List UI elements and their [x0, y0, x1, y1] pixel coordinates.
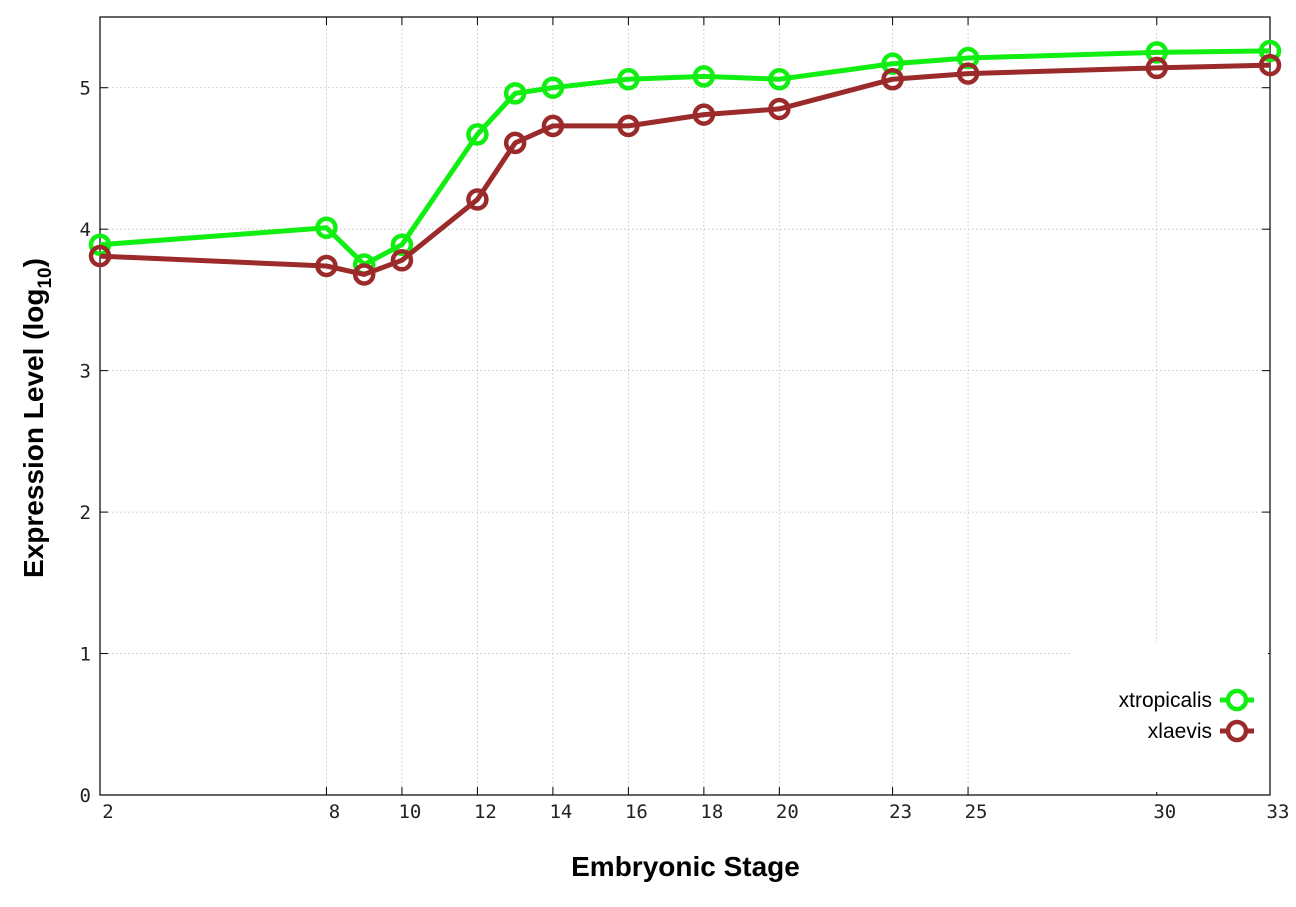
legend-marker: [1225, 719, 1249, 743]
x-tick-label: 18: [700, 801, 723, 823]
y-tick-label: 5: [80, 78, 91, 100]
x-tick-label: 14: [549, 801, 572, 823]
data-point: [768, 67, 791, 91]
y-axis-title-main: Expression Level (log: [18, 289, 49, 578]
x-tick-label: 23: [889, 801, 912, 823]
y-axis-title: Expression Level (log10): [18, 258, 56, 578]
x-tick-label: 12: [474, 801, 497, 823]
data-point: [315, 254, 338, 278]
data-point: [390, 233, 414, 256]
grid: [100, 17, 1270, 795]
x-tick-label: 8: [329, 801, 340, 823]
data-point: [692, 65, 716, 88]
data-point: [617, 114, 640, 138]
data-point: [503, 131, 527, 155]
data-point: [956, 62, 980, 85]
data-point: [466, 188, 489, 211]
x-tick-label: 30: [1153, 801, 1176, 823]
data-point: [617, 67, 640, 91]
y-tick-label: 0: [80, 785, 91, 807]
y-tick-label: 2: [80, 502, 91, 524]
x-tick-label: 33: [1267, 801, 1290, 823]
data-point: [315, 216, 338, 240]
series-layer: [88, 39, 1282, 286]
data-point: [390, 249, 414, 272]
y-tick-label: 4: [80, 219, 91, 241]
data-point: [503, 82, 527, 105]
series-line: [99, 48, 1271, 267]
data-point: [1145, 56, 1169, 80]
y-tick-label: 3: [80, 361, 91, 383]
data-point: [956, 46, 980, 70]
data-point: [541, 76, 565, 99]
data-point: [881, 67, 904, 91]
series-xlaevis: [88, 53, 1282, 286]
legend-background: [1072, 642, 1268, 792]
x-tick-label: 2: [102, 801, 113, 823]
x-tick-label: 20: [776, 801, 799, 823]
data-point: [352, 263, 376, 286]
data-point: [88, 244, 112, 268]
series-xtropicalis: [88, 39, 1282, 276]
data-point: [1258, 53, 1282, 77]
data-point: [88, 233, 112, 256]
legend-label: xtropicalis: [1119, 689, 1212, 712]
legend-marker: [1225, 688, 1249, 712]
legend: xtropicalis xlaevis: [1119, 688, 1254, 743]
data-point: [1145, 41, 1169, 64]
x-tick-label: 16: [625, 801, 648, 823]
series-line: [99, 62, 1271, 277]
x-axis-title: Embryonic Stage: [571, 851, 800, 882]
plot-frame: [99, 16, 1271, 796]
data-point: [692, 103, 716, 126]
legend-label: xlaevis: [1148, 720, 1212, 743]
x-tick-label: 25: [965, 801, 988, 823]
data-point: [768, 97, 791, 121]
y-axis-title-close: ): [18, 258, 49, 267]
data-point: [881, 52, 904, 75]
y-tick-label: 1: [80, 644, 91, 666]
x-tick-label: 10: [398, 801, 421, 823]
y-axis-title-subscript: 10: [35, 267, 56, 288]
data-point: [1258, 39, 1282, 63]
data-point: [541, 114, 565, 138]
data-point: [466, 123, 489, 146]
